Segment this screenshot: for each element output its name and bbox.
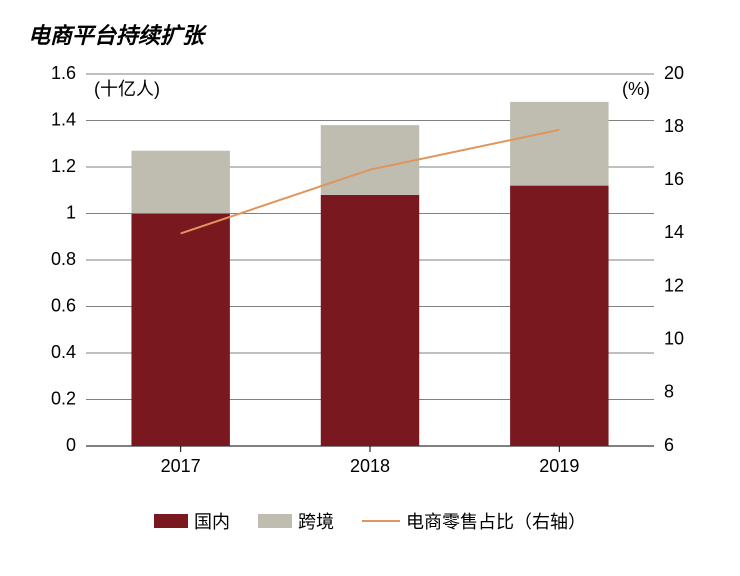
legend-item: 跨境 [258,508,334,534]
legend-line-swatch [362,520,400,522]
chart-title: 电商平台持续扩张 [28,18,740,50]
bar-segment [510,102,608,186]
y-right-tick-label: 18 [664,116,684,136]
legend: 国内 跨境 电商零售占比（右轴） [0,508,740,534]
bar-segment [321,195,419,446]
x-category-label: 2017 [161,456,201,476]
x-category-label: 2019 [539,456,579,476]
y-left-tick-label: 1 [66,202,76,222]
y-right-tick-label: 14 [664,222,684,242]
y-right-tick-label: 20 [664,63,684,83]
y-right-tick-label: 8 [664,382,674,402]
legend-label: 国内 [194,508,230,534]
y-left-tick-label: 1.2 [51,156,76,176]
y-left-tick-label: 0.6 [51,295,76,315]
y-left-tick-label: 1.6 [51,63,76,83]
y-right-tick-label: 10 [664,328,684,348]
bar-segment [131,214,229,447]
x-category-label: 2018 [350,456,390,476]
chart-svg: 0 0.2 0.4 0.6 0.8 1 1.2 1.4 1.6 6 8 10 12 14 16 18 20 201… [28,60,712,490]
y-left-label: (十亿人) [94,79,160,99]
legend-item: 电商零售占比（右轴） [362,508,586,534]
y-left-tick-label: 0.8 [51,249,76,269]
legend-label: 电商零售占比（右轴） [406,508,586,534]
legend-item: 国内 [154,508,230,534]
y-right-tick-label: 6 [664,435,674,455]
y-right-tick-label: 16 [664,169,684,189]
legend-box-swatch [154,514,188,528]
y-left-tick-label: 0.4 [51,342,76,362]
bar-segment [321,125,419,195]
legend-box-swatch [258,514,292,528]
y-left-tick-label: 0 [66,435,76,455]
bar-segment [510,186,608,446]
y-right-label: (%) [622,79,650,99]
chart-container: 0 0.2 0.4 0.6 0.8 1 1.2 1.4 1.6 6 8 10 12 14 16 18 20 201… [28,60,712,490]
y-right-tick-label: 12 [664,275,684,295]
bar-segment [131,151,229,214]
y-left-tick-label: 1.4 [51,109,76,129]
legend-label: 跨境 [298,508,334,534]
y-left-tick-label: 0.2 [51,388,76,408]
